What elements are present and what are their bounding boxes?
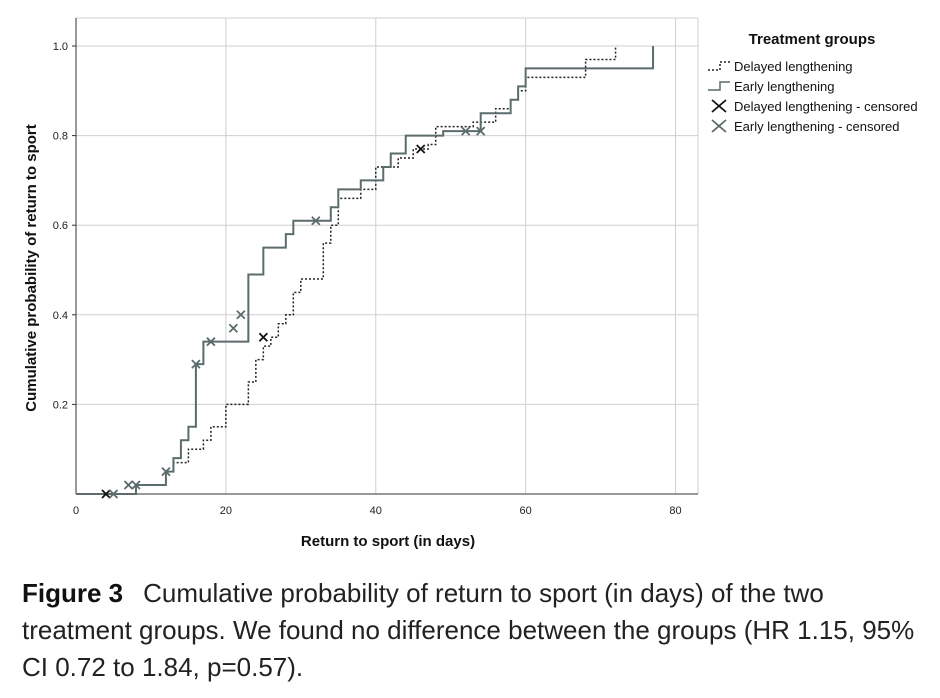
- legend-label: Delayed lengthening: [734, 59, 853, 74]
- censor-mark-early: [476, 126, 486, 136]
- legend-item: Delayed lengthening: [708, 59, 853, 74]
- censor-mark-early: [191, 359, 201, 369]
- x-tick-label: 80: [669, 505, 681, 517]
- censor-stroke: [123, 480, 134, 490]
- legend: Treatment groups Delayed lengthening Earl…: [708, 31, 918, 134]
- legend-label: Early lengthening - censored: [734, 119, 900, 134]
- y-tick-label: 0.8: [53, 131, 68, 143]
- grid: [76, 17, 699, 494]
- x-tick-label: 40: [370, 505, 382, 517]
- censor-stroke: [228, 323, 239, 333]
- y-tick-label: 0.4: [53, 310, 68, 322]
- censor-stroke: [161, 466, 171, 477]
- legend-item: Early lengthening - censored: [711, 119, 900, 134]
- x-axis-title: Return to sport (in days): [301, 533, 475, 550]
- censor-marks: [101, 126, 486, 499]
- y-tick-label: 1.0: [53, 41, 68, 53]
- legend-title: Treatment groups: [749, 31, 876, 48]
- censor-stroke: [236, 310, 246, 320]
- censor-stroke: [416, 144, 426, 154]
- censor-stroke: [258, 332, 268, 342]
- legend-swatch-x: [711, 119, 727, 133]
- censor-mark-early: [108, 489, 119, 499]
- censor-mark-early: [161, 466, 171, 477]
- figure-caption: Figure 3 Cumulative probability of return…: [22, 575, 922, 686]
- x-tick-label: 0: [73, 505, 79, 517]
- legend-item: Early lengthening: [708, 79, 834, 94]
- censor-mark-early: [123, 480, 134, 490]
- censor-mark-delayed: [101, 489, 111, 499]
- km-chart-svg: 0 20 40 60 80 0.2 0.4 0.6 0.8 1.0 Return to sport…: [23, 17, 918, 550]
- legend-swatch-solid: [708, 81, 730, 91]
- censor-stroke: [311, 216, 321, 226]
- censor-mark-early: [131, 480, 141, 490]
- censor-stroke: [101, 489, 111, 499]
- caption-label: Figure 3: [22, 578, 124, 608]
- censor-stroke: [131, 480, 141, 490]
- legend-swatch-dotted: [708, 61, 730, 71]
- legend-item: Delayed lengthening - censored: [711, 99, 918, 114]
- legend-label: Early lengthening: [734, 79, 834, 94]
- x-tick-label: 60: [520, 505, 532, 517]
- series-early-line: [76, 46, 655, 495]
- censor-mark-early: [206, 337, 216, 347]
- legend-items: Delayed lengthening Early lengthening Dela…: [708, 59, 918, 134]
- censor-mark-early: [461, 126, 471, 136]
- caption-text: Cumulative probability of return to spor…: [22, 578, 915, 682]
- censor-stroke: [206, 337, 216, 347]
- axes: 0 20 40 60 80 0.2 0.4 0.6 0.8 1.0: [53, 18, 698, 517]
- km-chart: 0 20 40 60 80 0.2 0.4 0.6 0.8 1.0 Return to sport…: [23, 17, 918, 550]
- series-group: [76, 46, 655, 495]
- censor-mark-delayed: [258, 332, 268, 342]
- y-tick-label: 0.2: [53, 399, 68, 411]
- censor-stroke: [476, 126, 486, 136]
- censor-stroke: [108, 489, 119, 499]
- censor-mark-early: [236, 310, 246, 320]
- censor-mark-early: [311, 216, 321, 226]
- legend-label: Delayed lengthening - censored: [734, 99, 918, 114]
- legend-swatch-x: [711, 99, 727, 113]
- censor-stroke: [461, 126, 471, 136]
- censor-stroke: [191, 359, 201, 369]
- y-tick-label: 0.6: [53, 220, 68, 232]
- y-axis-title: Cumulative probability of return to spor…: [23, 124, 40, 412]
- censor-mark-delayed: [416, 144, 426, 154]
- x-tick-label: 20: [220, 505, 232, 517]
- censor-mark-early: [228, 323, 239, 333]
- series-delayed-line: [76, 46, 617, 495]
